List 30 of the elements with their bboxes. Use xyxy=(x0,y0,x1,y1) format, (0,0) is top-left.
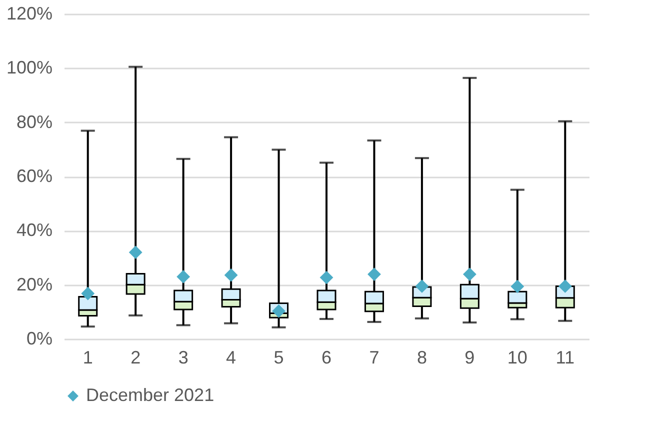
point xyxy=(558,279,572,293)
x-tick-label: 5 xyxy=(274,348,284,368)
y-tick-label: 0% xyxy=(26,328,52,348)
y-tick-label: 40% xyxy=(16,220,52,240)
point xyxy=(320,270,334,284)
x-tick-label: 11 xyxy=(556,348,574,368)
y-tick-label: 100% xyxy=(6,58,52,78)
point xyxy=(81,286,95,300)
x-tick-label: 4 xyxy=(226,348,236,368)
y-tick-label: 80% xyxy=(16,112,52,132)
x-tick-label: 7 xyxy=(369,348,380,368)
point xyxy=(462,268,476,281)
point xyxy=(176,270,190,284)
point xyxy=(128,246,142,260)
y-tick-label: 60% xyxy=(16,166,52,186)
point xyxy=(272,304,286,318)
x-tick-label: 10 xyxy=(507,348,528,368)
point xyxy=(510,280,524,294)
point xyxy=(368,268,381,281)
point xyxy=(415,279,429,293)
point xyxy=(224,268,238,282)
x-tick-label: 2 xyxy=(130,348,141,368)
x-tick-label: 9 xyxy=(464,348,475,368)
y-tick-label: 120% xyxy=(6,4,52,24)
legend-label: December 2021 xyxy=(86,385,214,405)
x-tick-label: 3 xyxy=(178,348,188,368)
x-tick-label: 1 xyxy=(82,348,93,368)
y-tick-label: 20% xyxy=(16,274,52,294)
x-tick-label: 6 xyxy=(321,348,332,368)
x-tick-label: 8 xyxy=(416,348,427,368)
